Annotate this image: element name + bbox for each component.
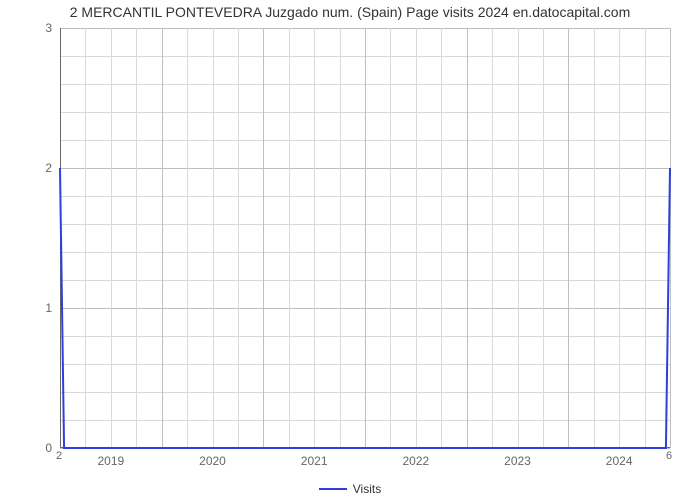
x-tick-label: 2021	[301, 454, 328, 468]
y-tick-label: 2	[22, 161, 52, 175]
legend-swatch-icon	[319, 488, 347, 490]
plot-area	[60, 28, 670, 448]
x-tick-label: 2023	[504, 454, 531, 468]
y-tick-label: 3	[22, 21, 52, 35]
x-tick-label: 2019	[97, 454, 124, 468]
chart-title: 2 MERCANTIL PONTEVEDRA Juzgado num. (Spa…	[0, 4, 700, 20]
y-tick-label: 1	[22, 301, 52, 315]
x-tick-label: 2024	[606, 454, 633, 468]
secondary-right-label: 6	[666, 450, 672, 462]
y-tick-label: 0	[22, 441, 52, 455]
x-tick-label: 2022	[402, 454, 429, 468]
legend-label: Visits	[353, 482, 381, 496]
grid-v-major	[670, 28, 671, 448]
secondary-left-label: 2	[56, 450, 62, 462]
legend: Visits	[0, 482, 700, 496]
chart-root: 2 MERCANTIL PONTEVEDRA Juzgado num. (Spa…	[0, 0, 700, 500]
x-tick-label: 2020	[199, 454, 226, 468]
series-line	[60, 28, 670, 448]
